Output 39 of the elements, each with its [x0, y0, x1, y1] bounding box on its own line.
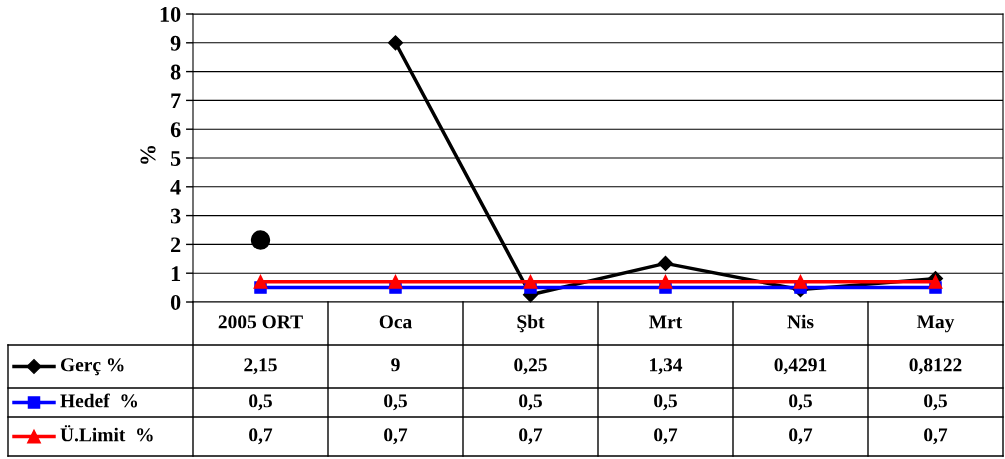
- data-label: 1,34: [650, 358, 683, 375]
- y-tick-label: 8: [170, 64, 181, 80]
- data-label: 0,5: [249, 394, 272, 411]
- y-tick-label: 6: [170, 122, 181, 138]
- data-label: 0,7: [789, 428, 813, 445]
- y-tick-label: 2: [171, 237, 181, 253]
- y-tick-label: 4: [170, 179, 181, 195]
- data-label: 0,5: [654, 394, 677, 411]
- data-label: 9: [391, 358, 400, 372]
- data-label: 0,8122: [909, 358, 962, 375]
- data-label: 0,7: [249, 428, 273, 445]
- x-tick-label: Oca: [379, 315, 412, 329]
- y-tick-label: 1: [171, 266, 181, 281]
- text: 2,15: [244, 358, 277, 375]
- x-tick-label: Mrt: [649, 315, 683, 329]
- x-tick-label: 2005 ORT: [218, 315, 303, 329]
- y-axis-title: %: [140, 145, 156, 164]
- y-tick-label: 7: [171, 93, 181, 109]
- legend-label: Ü.Limit %: [60, 425, 153, 442]
- data-label: 0,5: [384, 394, 407, 411]
- data-label: 0,7: [654, 428, 678, 445]
- data-label: 0,5: [789, 394, 812, 411]
- legend-label: Gerç %: [60, 358, 124, 376]
- data-label: 0,7: [924, 428, 948, 445]
- x-tick-label: Şbt: [517, 314, 545, 333]
- data-label: 0,25: [514, 358, 547, 375]
- data-label: 0,7: [519, 428, 543, 445]
- y-tick-label: 3: [170, 208, 181, 224]
- x-tick-label: Nis: [787, 314, 814, 329]
- y-tick-label: 0: [170, 294, 181, 310]
- data-label: 0,7: [384, 428, 408, 445]
- x-tick-label: May: [916, 315, 955, 333]
- data-label: 0,5: [519, 394, 542, 411]
- y-tick-label: 9: [170, 35, 181, 51]
- data-label: 0,5: [924, 394, 947, 411]
- y-tick-label: 10: [160, 6, 181, 22]
- data-label: 0,4291: [774, 358, 827, 375]
- legend-label: Hedef %: [60, 393, 138, 408]
- y-tick-label: 5: [170, 151, 181, 166]
